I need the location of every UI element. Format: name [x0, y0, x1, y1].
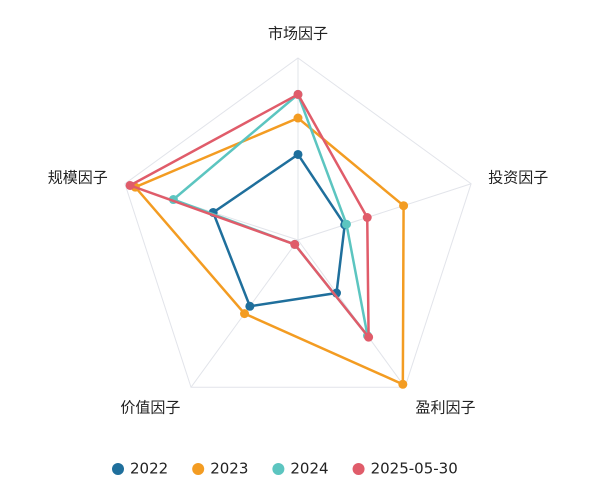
series-line: [211, 152, 347, 308]
data-point: [398, 379, 408, 389]
data-point: [399, 201, 409, 211]
axis-label: 投资因子: [488, 169, 548, 187]
data-point: [293, 89, 303, 99]
legend-marker: [192, 463, 205, 475]
data-point: [290, 239, 300, 249]
data-point: [362, 213, 372, 223]
legend-marker: [272, 463, 285, 475]
axis-label: 盈利因子: [416, 398, 476, 416]
legend-label: 2024: [290, 460, 328, 478]
axis-label: 市场因子: [268, 25, 328, 43]
series-line: [133, 116, 405, 387]
data-point: [364, 332, 374, 342]
data-point: [341, 219, 351, 229]
legend-label: 2022: [130, 460, 168, 478]
data-point: [125, 180, 135, 190]
legend-label: 2025-05-30: [371, 460, 458, 478]
axis-label: 价值因子: [120, 398, 180, 416]
legend-label: 2023: [210, 460, 248, 478]
legend-marker: [352, 463, 365, 475]
data-point: [293, 149, 303, 159]
axis-spoke: [297, 183, 472, 241]
data-point: [293, 113, 303, 123]
data-point: [240, 309, 250, 319]
data-point: [245, 301, 255, 311]
axis-label: 规模因子: [48, 169, 108, 187]
legend-marker: [112, 463, 124, 475]
series-line: [127, 92, 370, 341]
